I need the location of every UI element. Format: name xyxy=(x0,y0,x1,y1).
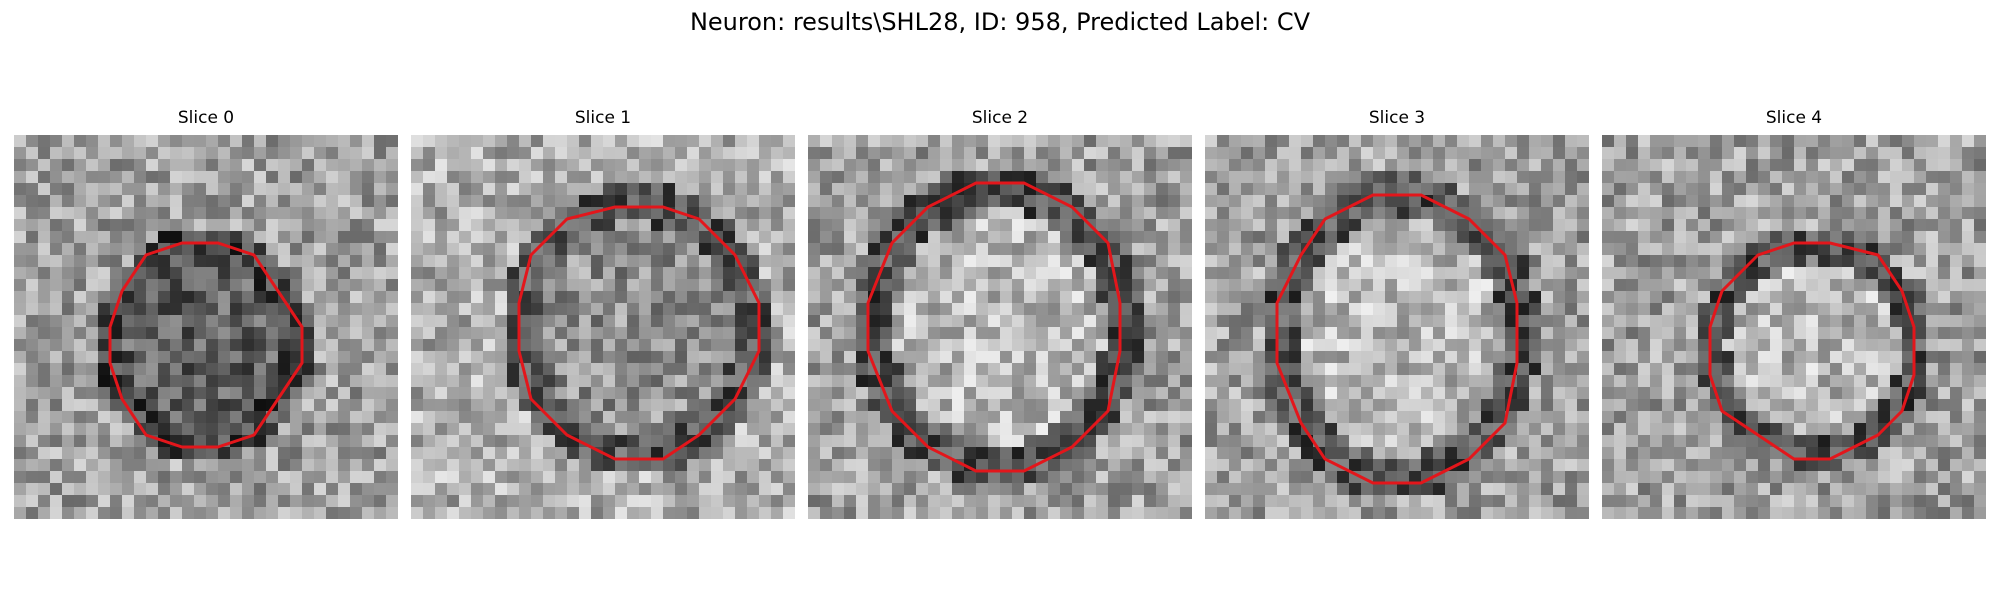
cell-contour xyxy=(108,241,304,449)
contour-outline xyxy=(866,181,1122,473)
cell-contour xyxy=(1708,241,1916,461)
slice-title: Slice 0 xyxy=(177,108,235,128)
contour-outline xyxy=(108,241,304,449)
slice-image xyxy=(808,135,1192,519)
contour-outline xyxy=(1708,241,1916,461)
slice-image xyxy=(14,135,398,519)
slice-title: Slice 4 xyxy=(1765,108,1823,128)
slice-image xyxy=(1602,135,1986,519)
slice-image xyxy=(1205,135,1589,519)
cell-contour xyxy=(517,205,761,461)
slice-title: Slice 1 xyxy=(574,108,632,128)
slice-title: Slice 3 xyxy=(1368,108,1426,128)
slice-image xyxy=(411,135,795,519)
cell-contour xyxy=(866,181,1122,473)
contour-outline xyxy=(517,205,761,461)
slice-title: Slice 2 xyxy=(971,108,1029,128)
contour-outline xyxy=(1275,193,1519,485)
figure-title: Neuron: results\SHL28, ID: 958, Predicte… xyxy=(689,8,1311,36)
cell-contour xyxy=(1275,193,1519,485)
